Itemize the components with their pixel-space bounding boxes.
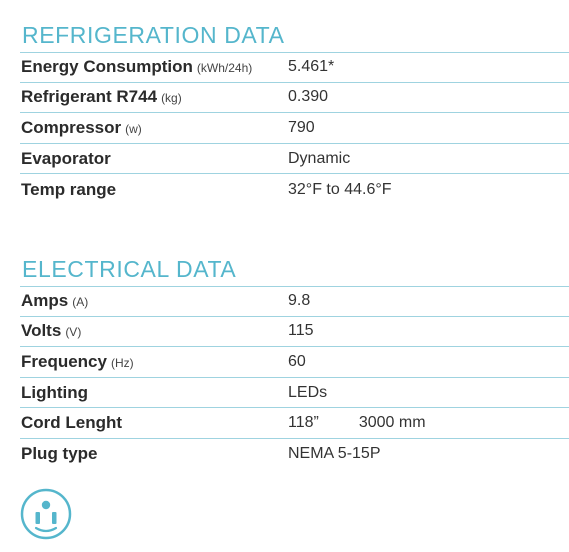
- refrigeration-title: REFRIGERATION DATA: [22, 22, 285, 48]
- spec-value: 32°F to 44.6°F: [288, 180, 392, 198]
- nema-5-15-outlet-icon: [20, 488, 72, 540]
- spec-unit: (V): [65, 325, 82, 340]
- spec-row-amps: Amps (A) 9.8: [20, 286, 569, 317]
- spec-row-frequency: Frequency (Hz) 60: [20, 347, 569, 378]
- spec-value: 5.461*: [288, 58, 335, 76]
- spec-label: Lighting: [21, 382, 89, 402]
- spec-unit: (kg): [161, 91, 182, 106]
- spec-label: Volts: [21, 321, 62, 341]
- spec-label: Frequency: [21, 351, 107, 371]
- spec-value: Dynamic: [288, 149, 351, 167]
- spec-value: LEDs: [288, 383, 328, 401]
- refrigeration-table: Energy Consumption (kWh/24h) 5.461* Refri…: [20, 52, 569, 205]
- spec-label: Refrigerant R744: [21, 87, 158, 107]
- spec-row-temp-range: Temp range 32°F to 44.6°F: [20, 174, 569, 205]
- spec-row-compressor: Compressor (w) 790: [20, 113, 569, 144]
- spec-unit: (Hz): [110, 355, 134, 370]
- spec-value: 60: [288, 352, 306, 370]
- spec-unit: (w): [125, 121, 142, 136]
- spec-value: 118”: [288, 414, 319, 432]
- spec-unit: (A): [72, 295, 89, 310]
- spec-row-lighting: Lighting LEDs: [20, 378, 569, 409]
- electrical-title: ELECTRICAL DATA: [22, 256, 237, 282]
- spec-row-energy-consumption: Energy Consumption (kWh/24h) 5.461*: [20, 52, 569, 83]
- spec-row-refrigerant: Refrigerant R744 (kg) 0.390: [20, 83, 569, 114]
- spec-label: Evaporator: [21, 148, 111, 168]
- spec-label: Energy Consumption: [21, 57, 193, 77]
- spec-label: Amps: [21, 291, 69, 311]
- spec-value: NEMA 5-15P: [288, 445, 381, 463]
- electrical-table: Amps (A) 9.8 Volts (V) 115 Frequency (Hz) 6…: [20, 286, 569, 470]
- spec-value: 9.8: [288, 292, 311, 310]
- spec-label: Plug type: [21, 444, 98, 464]
- spec-value: 115: [288, 322, 314, 340]
- spec-value: 790: [288, 118, 315, 136]
- spec-value: 0.390: [288, 88, 329, 106]
- spec-row-volts: Volts (V) 115: [20, 317, 569, 348]
- spec-row-evaporator: Evaporator Dynamic: [20, 144, 569, 175]
- spec-unit: (kWh/24h): [196, 61, 253, 76]
- spec-row-cord-length: Cord Lenght 118” 3000 mm: [20, 408, 569, 439]
- spec-row-plug-type: Plug type NEMA 5-15P: [20, 439, 569, 470]
- spec-label: Temp range: [21, 179, 117, 199]
- spec-label: Cord Lenght: [21, 413, 123, 433]
- spec-label: Compressor: [21, 117, 122, 137]
- spec-value-metric: 3000 mm: [358, 414, 426, 432]
